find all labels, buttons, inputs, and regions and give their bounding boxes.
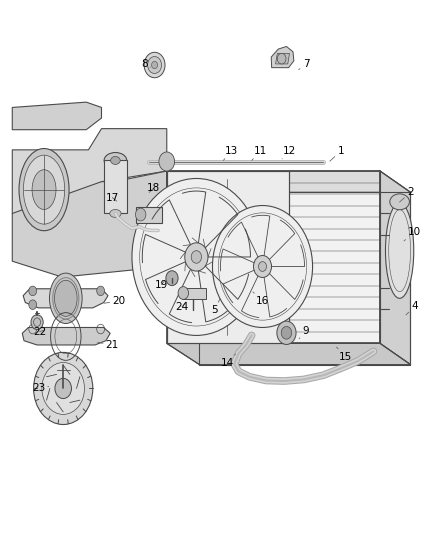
Circle shape [31,315,43,329]
Text: 21: 21 [98,340,119,350]
Circle shape [277,53,286,64]
Ellipse shape [111,157,120,165]
Circle shape [281,326,292,339]
Circle shape [148,56,162,74]
Circle shape [97,286,105,296]
Circle shape [135,208,146,221]
Circle shape [185,243,208,271]
Text: 9: 9 [299,326,309,338]
Polygon shape [380,171,410,365]
Polygon shape [12,128,167,235]
Circle shape [277,321,296,344]
Polygon shape [276,53,290,64]
Text: 8: 8 [141,59,150,69]
Text: 13: 13 [223,146,238,160]
Circle shape [212,206,313,327]
Ellipse shape [385,203,414,298]
Text: 20: 20 [104,296,125,306]
Polygon shape [22,327,110,345]
Text: 24: 24 [175,302,189,312]
Ellipse shape [110,209,121,217]
Polygon shape [167,171,410,192]
Polygon shape [167,343,410,365]
Text: 23: 23 [32,383,49,393]
Circle shape [258,262,267,271]
Circle shape [132,179,261,335]
Text: 11: 11 [252,146,268,160]
Ellipse shape [54,280,77,317]
Text: 1: 1 [330,146,344,161]
Circle shape [29,286,37,296]
Circle shape [166,271,178,286]
Text: 14: 14 [221,354,236,368]
Text: 10: 10 [404,227,421,241]
Circle shape [159,152,175,171]
Polygon shape [104,160,127,214]
Polygon shape [12,102,102,130]
Polygon shape [271,46,294,68]
Text: 12: 12 [282,146,296,159]
Polygon shape [167,171,289,343]
Ellipse shape [23,155,65,224]
Text: 15: 15 [336,347,352,361]
Text: 16: 16 [253,292,269,306]
Circle shape [29,300,37,310]
Polygon shape [23,289,108,308]
Ellipse shape [390,194,410,210]
Circle shape [152,61,158,69]
Polygon shape [12,171,167,277]
Text: 2: 2 [399,187,414,202]
Ellipse shape [32,169,56,209]
Ellipse shape [104,152,127,168]
Polygon shape [136,207,162,223]
Text: 19: 19 [155,279,168,289]
Text: 7: 7 [299,59,309,70]
Circle shape [144,52,165,78]
Ellipse shape [19,149,69,231]
Text: 18: 18 [147,183,160,193]
Polygon shape [167,171,380,343]
Text: 4: 4 [406,301,418,315]
Circle shape [191,251,201,263]
Text: 22: 22 [33,327,46,337]
Circle shape [254,255,272,278]
Polygon shape [183,288,206,300]
Circle shape [34,352,93,424]
Ellipse shape [49,273,82,324]
Text: 17: 17 [106,192,119,203]
Circle shape [42,362,85,415]
Text: 5: 5 [212,298,220,315]
Circle shape [55,378,71,399]
Circle shape [178,287,188,300]
